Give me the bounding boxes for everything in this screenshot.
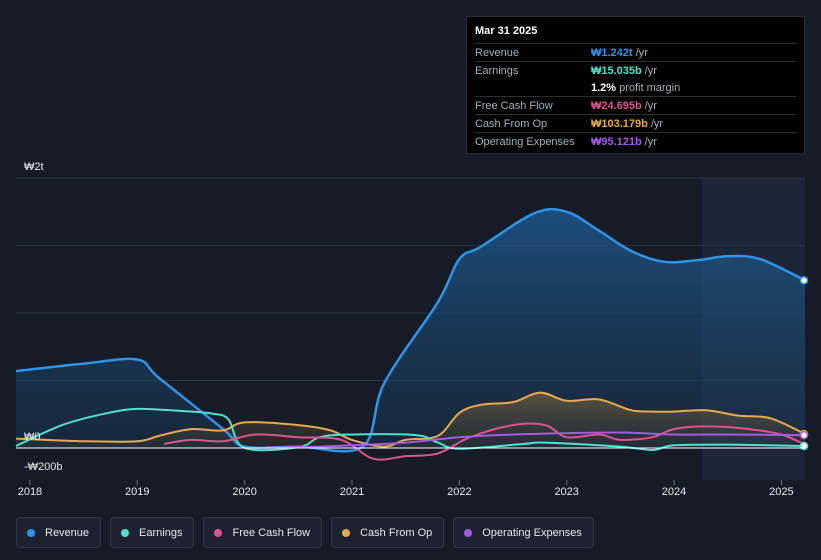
revenue-end-dot — [799, 276, 809, 285]
tooltip-row-value: ₩95.121b — [591, 135, 642, 148]
legend-label: Revenue — [45, 526, 90, 539]
tooltip-row-value: ₩1.242t — [591, 46, 633, 59]
x-tick-label: 2018 — [18, 486, 42, 498]
tooltip-row-label: Earnings — [475, 64, 519, 77]
tooltip-row-label: Operating Expenses — [475, 135, 575, 148]
y-label-zero: ₩0 — [24, 431, 41, 443]
tooltip-row-value: 1.2% — [591, 81, 617, 94]
cash-from-op-line — [15, 391, 806, 448]
tooltip-row-value: ₩103.179b — [591, 117, 648, 130]
legend-item-revenue[interactable]: Revenue — [16, 517, 102, 548]
tooltip-row: 1.2% profit margin — [475, 79, 796, 96]
legend-label: Cash From Op — [360, 526, 433, 539]
tooltip-row-unit: /yr — [635, 46, 648, 59]
tooltip-row: Operating Expenses ₩95.121b/yr — [475, 132, 796, 150]
tooltip-row-unit: /yr — [644, 64, 657, 77]
legend-item-earnings[interactable]: Earnings — [110, 517, 195, 548]
tooltip-row-unit: /yr — [644, 135, 657, 148]
tooltip-row: Free Cash Flow ₩24.695b/yr — [475, 96, 796, 114]
legend-item-operating-expenses[interactable]: Operating Expenses — [453, 517, 594, 548]
x-tick-label: 2023 — [554, 486, 578, 498]
x-tick-label: 2020 — [232, 486, 256, 498]
cash-from-op-area — [16, 392, 805, 448]
earnings-line — [15, 407, 806, 452]
tooltip-row-value: ₩24.695b — [591, 99, 642, 112]
legend-item-cash-from-op[interactable]: Cash From Op — [331, 517, 445, 548]
legend-dot-icon — [121, 528, 130, 537]
revenue-line — [15, 207, 806, 453]
x-tick-label: 2019 — [125, 486, 149, 498]
tooltip-row-label: Free Cash Flow — [475, 99, 553, 112]
tooltip-row-unit: /yr — [644, 99, 657, 112]
tooltip-panel: Mar 31 2025 Revenue ₩1.242t/yr Earnings ₩15… — [466, 16, 805, 154]
tooltip-date: Mar 31 2025 — [475, 25, 538, 37]
x-tick-label: 2022 — [447, 486, 471, 498]
legend-dot-icon — [214, 528, 223, 537]
legend-dot-icon — [27, 528, 35, 537]
tooltip-row-label: Revenue — [475, 46, 520, 59]
tooltip-row-label: Cash From Op — [475, 117, 548, 130]
tooltip-row: Earnings ₩15.035b/yr — [475, 61, 796, 79]
x-tick-label: 2021 — [340, 486, 364, 498]
tooltip-row-value: ₩15.035b — [591, 64, 642, 77]
tooltip-row: Revenue ₩1.242t/yr — [475, 43, 796, 61]
legend-dot-icon — [464, 528, 473, 537]
tooltip-row-unit: /yr — [650, 117, 664, 130]
legend-item-free-cash-flow[interactable]: Free Cash Flow — [203, 517, 323, 548]
legend-label: Operating Expenses — [482, 526, 582, 539]
y-label-bottom: -₩200b — [24, 461, 63, 473]
revenue-area — [16, 209, 805, 452]
legend-dot-icon — [342, 528, 351, 537]
legend-label: Free Cash Flow — [232, 526, 311, 539]
tooltip-row: Cash From Op ₩103.179b/yr — [475, 114, 796, 132]
legend: Revenue Earnings Free Cash Flow Cash From O… — [16, 517, 594, 548]
free-cash-flow-line — [163, 422, 806, 461]
tooltip-row-unit: profit margin — [619, 81, 681, 94]
x-tick-label: 2025 — [769, 486, 793, 498]
legend-label: Earnings — [139, 526, 183, 539]
operating-expenses-end-dot — [799, 430, 809, 440]
x-tick-label: 2024 — [662, 486, 686, 498]
y-label-top: ₩2t — [24, 161, 44, 173]
operating-expenses-line — [266, 431, 806, 449]
